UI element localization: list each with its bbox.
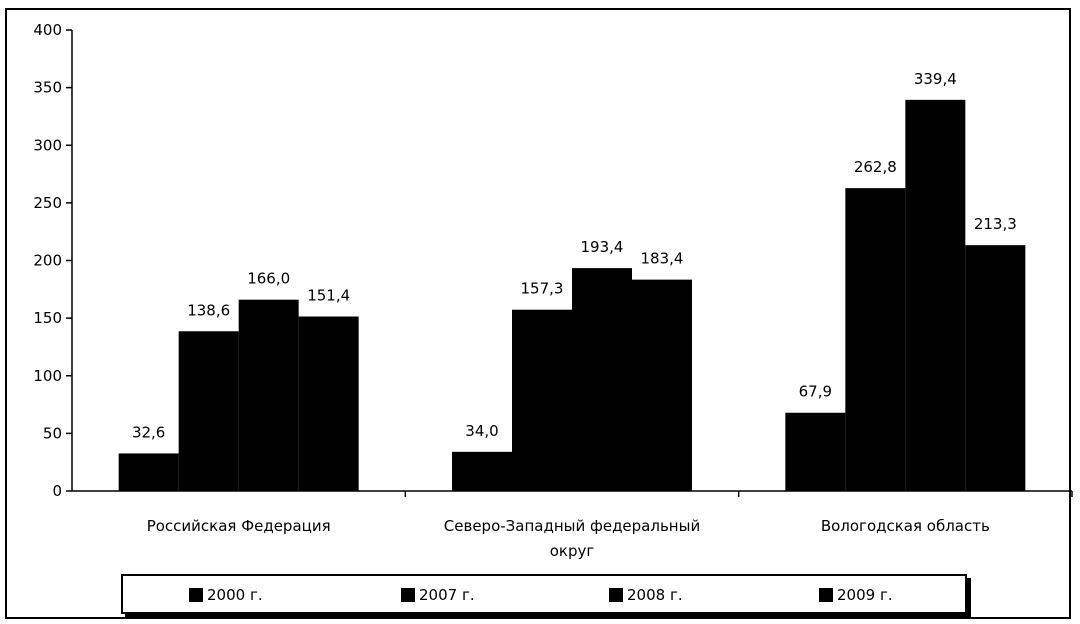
legend-swatch [819, 588, 833, 602]
legend-label: 2009 г. [837, 586, 893, 604]
legend-item: 2000 г. [189, 585, 263, 605]
legend-swatch [609, 588, 623, 602]
data-label: 213,3 [974, 215, 1017, 233]
y-tick-label: 150 [33, 309, 62, 327]
data-label: 32,6 [132, 423, 165, 441]
legend-label: 2000 г. [207, 586, 263, 604]
data-label: 262,8 [854, 158, 897, 176]
bar [298, 316, 359, 491]
legend-swatch [189, 588, 203, 602]
y-tick-label: 200 [33, 252, 62, 270]
data-label: 339,4 [914, 70, 957, 88]
data-label: 151,4 [307, 287, 350, 305]
legend-label: 2007 г. [419, 586, 475, 604]
category-label: Северо-Западный федеральный [444, 517, 700, 535]
y-tick-label: 400 [33, 21, 62, 39]
bar [905, 99, 966, 492]
bar [632, 279, 692, 491]
legend-item: 2008 г. [609, 585, 683, 605]
data-label: 34,0 [465, 422, 498, 440]
bar [845, 188, 906, 492]
bar [238, 299, 299, 491]
data-label: 183,4 [641, 250, 684, 268]
legend-item: 2009 г. [819, 585, 893, 605]
bar [452, 451, 512, 491]
bar [785, 412, 846, 491]
bar [572, 268, 632, 491]
legend-swatch [401, 588, 415, 602]
data-label: 193,4 [581, 238, 624, 256]
legend-label: 2008 г. [627, 586, 683, 604]
y-tick-label: 350 [33, 79, 62, 97]
bar [965, 245, 1026, 491]
bar [118, 453, 179, 491]
category-label: округ [550, 542, 595, 560]
data-label: 166,0 [247, 270, 290, 288]
legend: 2000 г. 2007 г. 2008 г. 2009 г. [121, 574, 967, 614]
category-label: Российская Федерация [147, 517, 331, 535]
data-label: 67,9 [799, 383, 832, 401]
y-tick-label: 300 [33, 136, 62, 154]
bar [512, 309, 572, 491]
legend-item: 2007 г. [401, 585, 475, 605]
data-label: 157,3 [521, 280, 564, 298]
y-tick-label: 250 [33, 194, 62, 212]
category-label: Вологодская область [821, 517, 990, 535]
y-tick-label: 100 [33, 367, 62, 385]
y-tick-label: 0 [52, 482, 62, 500]
data-label: 138,6 [187, 301, 230, 319]
bar [178, 331, 239, 491]
y-tick-label: 50 [43, 424, 62, 442]
